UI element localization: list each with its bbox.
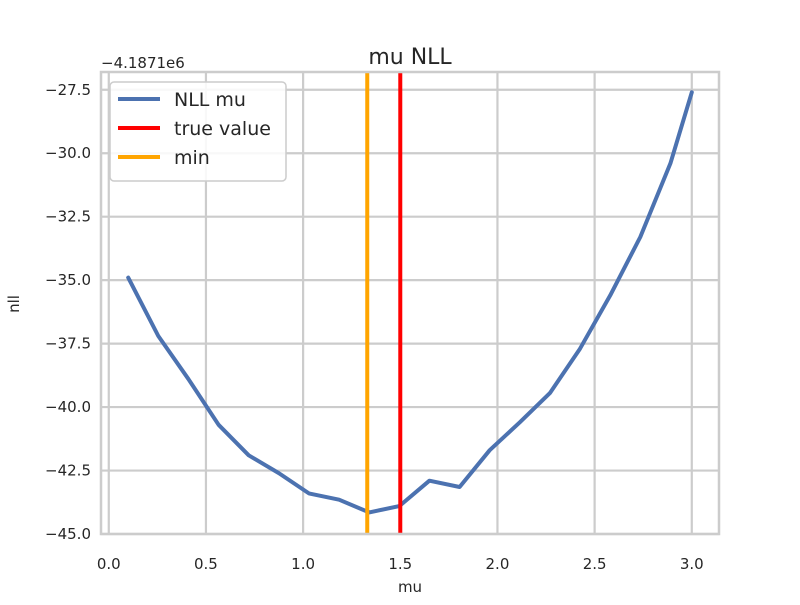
y-tick-label: −45.0: [45, 525, 91, 543]
grid: [101, 72, 719, 536]
y-tick-label: −35.0: [45, 271, 91, 289]
x-axis-label: mu: [398, 578, 422, 596]
legend-label: NLL mu: [174, 89, 246, 111]
legend-label: min: [174, 147, 210, 169]
legend-label: true value: [174, 118, 271, 140]
plot-frame: [99, 70, 721, 536]
legend: NLL mu true value min: [109, 81, 287, 182]
x-tick-label: 3.0: [680, 555, 704, 573]
y-axis-label: nll: [5, 295, 23, 313]
y-tick-label: −40.0: [45, 398, 91, 416]
y-tick-label: −32.5: [45, 208, 91, 226]
x-tick-label: 1.5: [388, 555, 412, 573]
x-tick-label: 0.0: [97, 555, 121, 573]
y-tick-label: −27.5: [45, 81, 91, 99]
x-tick-label: 2.5: [583, 555, 607, 573]
series-line-nll-mu: [126, 90, 694, 515]
tick-labels: 0.0 0.5 1.0 1.5 2.0 2.5 3.0 −45.0 −42.5 −40.0 −37.…: [45, 81, 704, 573]
y-tick-label: −30.0: [45, 144, 91, 162]
y-offset-label: −4.1871e6: [101, 54, 185, 72]
y-tick-label: −37.5: [45, 335, 91, 353]
plot-area: [126, 72, 694, 534]
x-tick-label: 2.0: [486, 555, 510, 573]
x-tick-label: 1.0: [291, 555, 315, 573]
x-tick-label: 0.5: [194, 555, 218, 573]
y-tick-label: −42.5: [45, 462, 91, 480]
chart-title: mu NLL: [368, 45, 452, 70]
